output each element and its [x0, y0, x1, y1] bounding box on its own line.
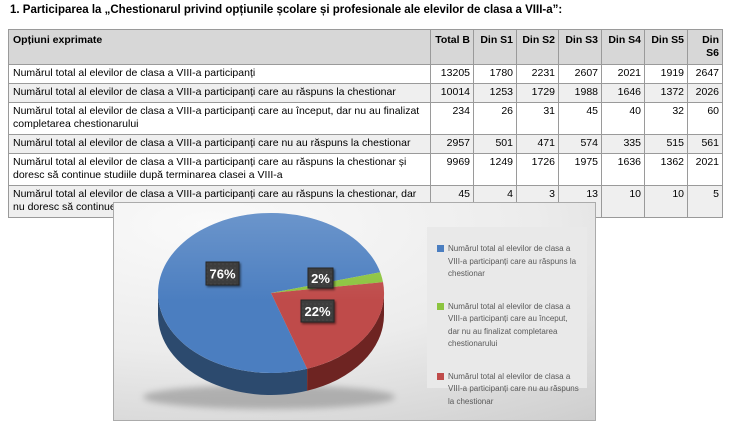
table-row: Numărul total al elevilor de clasa a VII… [8, 83, 723, 103]
data-cell: 45 [558, 102, 602, 135]
data-cell: 60 [687, 102, 723, 135]
data-cell: 574 [558, 134, 602, 154]
data-cell: 2957 [430, 134, 474, 154]
column-header: Din S1 [473, 29, 517, 65]
data-cell: 5 [687, 185, 723, 218]
row-label: Numărul total al elevilor de clasa a VII… [8, 134, 431, 154]
table-row: Numărul total al elevilor de clasa a VII… [8, 134, 723, 154]
pie-percent-label: 76% [205, 261, 240, 286]
legend-item: Numărul total al elevilor de clasa a VII… [437, 301, 579, 351]
data-cell: 13205 [430, 64, 474, 84]
pie-side-not-answered [307, 293, 384, 391]
data-cell: 1646 [601, 83, 645, 103]
percent-label-text: 76% [209, 267, 235, 282]
legend-label: Numărul total al elevilor de clasa a VII… [448, 301, 571, 349]
chart-legend: Numărul total al elevilor de clasa a VII… [427, 227, 587, 406]
table-row: Numărul total al elevilor de clasa a VII… [8, 153, 723, 186]
row-label: Numărul total al elevilor de clasa a VII… [8, 153, 431, 186]
data-cell: 335 [601, 134, 645, 154]
data-cell: 234 [430, 102, 474, 135]
pie-chart: 76% 2% 22% Numărul total al elevilor de … [113, 202, 596, 421]
data-cell: 1362 [644, 153, 688, 186]
column-header: Din S3 [558, 29, 602, 65]
data-cell: 515 [644, 134, 688, 154]
page-title: 1. Participarea la „Chestionarul privind… [10, 4, 563, 16]
data-cell: 1253 [473, 83, 517, 103]
table-header-row: Opțiuni exprimate Total B Din S1 Din S2 … [8, 29, 723, 65]
data-cell: 10 [644, 185, 688, 218]
column-header: Total B [430, 29, 474, 65]
legend-label: Numărul total al elevilor de clasa a VII… [448, 244, 577, 278]
data-cell: 1919 [644, 64, 688, 84]
legend-color-swatch-icon [437, 372, 444, 380]
data-cell: 2021 [601, 64, 645, 84]
data-cell: 32 [644, 102, 688, 135]
percent-label-text: 2% [311, 271, 330, 286]
data-cell: 1726 [516, 153, 559, 186]
row-label: Numărul total al elevilor de clasa a VII… [8, 102, 431, 135]
legend-item: Numărul total al elevilor de clasa a VII… [437, 243, 579, 281]
data-cell: 501 [473, 134, 517, 154]
pie-percent-label: 2% [307, 267, 334, 289]
legend-color-swatch-icon [437, 302, 444, 310]
data-cell: 26 [473, 102, 517, 135]
table-row: Numărul total al elevilor de clasa a VII… [8, 64, 723, 84]
data-cell: 31 [516, 102, 559, 135]
data-cell: 1780 [473, 64, 517, 84]
data-cell: 9969 [430, 153, 474, 186]
percent-label-text: 22% [304, 304, 330, 319]
column-header: Din S4 [601, 29, 645, 65]
data-cell: 2607 [558, 64, 602, 84]
data-cell: 1636 [601, 153, 645, 186]
data-cell: 2647 [687, 64, 723, 84]
data-cell: 2231 [516, 64, 559, 84]
data-cell: 1975 [558, 153, 602, 186]
participation-table: Opțiuni exprimate Total B Din S1 Din S2 … [8, 29, 723, 218]
data-cell: 1249 [473, 153, 517, 186]
pie-chart-canvas: 76% 2% 22% [143, 212, 395, 409]
column-header: Din S5 [644, 29, 688, 65]
legend-color-swatch-icon [437, 245, 444, 252]
data-cell: 2021 [687, 153, 723, 186]
data-cell: 10 [601, 185, 645, 218]
data-cell: 10014 [430, 83, 474, 103]
column-header: Din S2 [516, 29, 559, 65]
data-cell: 561 [687, 134, 723, 154]
pie-percent-label: 22% [300, 299, 335, 323]
column-header: Opțiuni exprimate [8, 29, 431, 65]
data-cell: 1372 [644, 83, 688, 103]
data-cell: 1988 [558, 83, 602, 103]
data-cell: 40 [601, 102, 645, 135]
data-cell: 1729 [516, 83, 559, 103]
table-row: Numărul total al elevilor de clasa a VII… [8, 102, 723, 135]
pie-highlight [158, 213, 384, 373]
pie-side-answered [158, 293, 308, 395]
legend-label: Numărul total al elevilor de clasa a VII… [448, 371, 579, 406]
data-cell: 2026 [687, 83, 723, 103]
data-cell: 471 [516, 134, 559, 154]
column-header: Din S6 [687, 29, 723, 65]
pie-shadow [143, 385, 395, 409]
row-label: Numărul total al elevilor de clasa a VII… [8, 83, 431, 103]
row-label: Numărul total al elevilor de clasa a VII… [8, 64, 431, 84]
legend-item: Numărul total al elevilor de clasa a VII… [437, 371, 579, 409]
